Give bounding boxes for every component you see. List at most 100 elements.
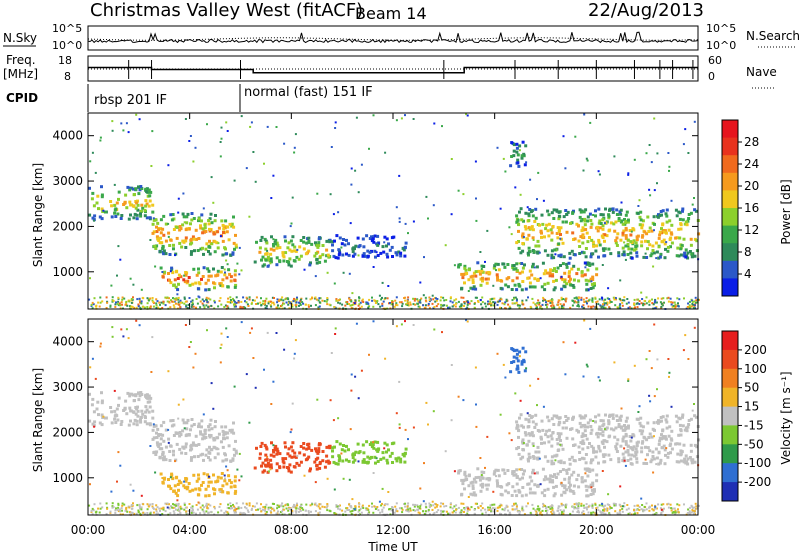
velocity-cell (590, 488, 594, 492)
velocity-cell (581, 432, 585, 436)
power-cell (362, 301, 365, 303)
power-cell (579, 219, 583, 223)
velocity-cell (444, 450, 447, 453)
velocity-cell (140, 393, 144, 396)
power-cell (328, 240, 332, 244)
power-cell (266, 249, 269, 252)
power-cell (137, 192, 141, 196)
power-cell (184, 228, 188, 232)
power-cell (151, 231, 155, 235)
power-cell (232, 241, 236, 245)
power-cell (266, 125, 269, 128)
velocity-cell (646, 421, 650, 425)
velocity-cell (674, 414, 678, 418)
power-cell (124, 193, 128, 197)
velocity-cell (623, 505, 626, 508)
power-cell (219, 155, 222, 158)
power-cell (220, 266, 224, 269)
velocity-cell (521, 440, 524, 444)
velocity-cell (690, 458, 694, 462)
power-cell (529, 210, 533, 214)
power-cell (454, 305, 457, 308)
power-cell (643, 299, 646, 302)
velocity-cell (381, 508, 384, 511)
freq-tick-bottom: 8 (64, 70, 71, 83)
velocity-cell (221, 429, 225, 433)
power-cell (591, 252, 595, 256)
velocity-cell (682, 443, 686, 447)
power-cell (362, 252, 366, 256)
velocity-cell (113, 389, 116, 392)
velocity-cell (120, 420, 124, 423)
power-cell (233, 300, 236, 303)
power-cell (210, 176, 213, 179)
power-cell (293, 259, 297, 263)
velocity-cell (210, 448, 214, 452)
velocity-cell (219, 347, 222, 349)
velocity-cell (270, 441, 273, 445)
velocity-cell (557, 448, 561, 452)
power-cell (537, 171, 540, 174)
velocity-cell (372, 511, 375, 514)
velocity-cell (521, 455, 525, 459)
power-cell (190, 250, 193, 254)
velocity-cell (525, 367, 528, 370)
power-cell (496, 303, 499, 306)
velocity-cell (688, 456, 692, 459)
velocity-cell (327, 461, 331, 465)
power-cell (185, 221, 189, 225)
power-cell (125, 300, 128, 303)
power-cell (158, 241, 162, 245)
velocity-cell (88, 392, 91, 396)
velocity-cell (139, 420, 143, 424)
power-cell (152, 301, 155, 303)
velocity-cell (221, 445, 225, 449)
power-cell (389, 307, 392, 310)
velocity-cell (579, 425, 583, 429)
velocity-cell (220, 472, 224, 475)
power-cell (202, 304, 205, 307)
colorbar-frame (721, 330, 739, 502)
power-cell (682, 237, 686, 241)
velocity-cell (412, 503, 415, 506)
velocity-cell (149, 503, 152, 506)
velocity-cell (521, 507, 524, 510)
power-cell (558, 306, 561, 309)
power-cell (582, 298, 585, 301)
power-cell (128, 300, 131, 303)
velocity-cell (112, 505, 115, 508)
power-cell (575, 272, 579, 276)
velocity-cell (538, 429, 541, 433)
velocity-cell (342, 444, 345, 447)
velocity-cell (297, 463, 301, 467)
velocity-cell (418, 507, 421, 510)
velocity-cell (401, 511, 404, 514)
velocity-cell (213, 507, 216, 510)
power-cell (176, 288, 180, 292)
nsearch-tick-top: 10^5 (706, 22, 736, 35)
power-cell (217, 226, 221, 230)
power-cell (129, 277, 132, 280)
velocity-cell (417, 511, 420, 514)
velocity-cell (638, 421, 642, 425)
velocity-cell (559, 443, 563, 447)
power-cell (419, 281, 422, 284)
power-cell (497, 268, 501, 272)
power-cell (230, 222, 234, 226)
power-cell (224, 304, 227, 307)
velocity-cell (484, 508, 487, 511)
power-cell (524, 144, 528, 148)
velocity-cell (596, 431, 599, 435)
power-cell (614, 220, 618, 224)
velocity-cell (179, 433, 183, 437)
velocity-cell (615, 504, 617, 507)
velocity-cell (233, 479, 237, 483)
velocity-cell (594, 415, 597, 419)
velocity-cell (266, 455, 269, 458)
power-cell (221, 223, 225, 227)
power-cell (582, 251, 586, 255)
velocity-cell (521, 486, 525, 489)
power-cell (305, 297, 308, 300)
velocity-cell (550, 417, 554, 421)
velocity-cell (691, 505, 694, 508)
